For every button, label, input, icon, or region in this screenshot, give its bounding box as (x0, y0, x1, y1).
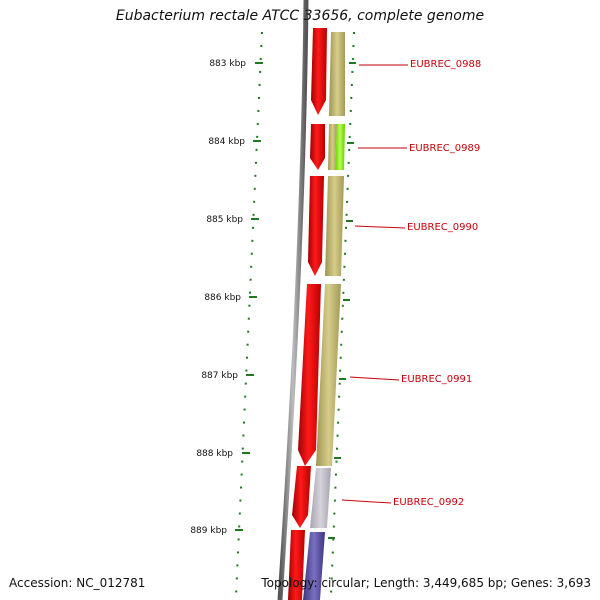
scale-ticks: 883 kbp 884 kbp 885 kbp 886 kbp 887 kbp … (190, 59, 263, 536)
gene-label[interactable]: EUBREC_0991 (349, 374, 472, 385)
gene-label-text: EUBREC_0992 (393, 497, 464, 508)
accession-text: Accession: NC_012781 (9, 576, 146, 590)
backbone-ring (277, 0, 309, 600)
function-track (303, 32, 345, 600)
scale-tick: 885 kbp (206, 215, 259, 225)
tick-label: 887 kbp (201, 371, 238, 381)
cds-track (288, 28, 327, 600)
tick-label: 884 kbp (208, 137, 245, 147)
cds-arrow (310, 124, 325, 170)
cds-arrow (308, 176, 324, 276)
page-title: Eubacterium rectale ATCC 33656, complete… (115, 8, 485, 24)
cds-arrow (288, 530, 305, 600)
function-segment (303, 532, 325, 600)
function-segment (316, 284, 341, 466)
scale-tick: 887 kbp (201, 371, 254, 381)
gene-label-text: EUBREC_0990 (407, 222, 478, 233)
tick-label: 883 kbp (209, 59, 246, 69)
function-segment (329, 32, 345, 116)
gene-label[interactable]: EUBREC_0992 (341, 497, 464, 508)
left-dotted-track (235, 31, 263, 597)
topology-text: Topology: circular; Length: 3,449,685 bp… (261, 576, 591, 590)
gene-label[interactable]: EUBREC_0988 (359, 59, 481, 70)
tick-label: 885 kbp (206, 215, 243, 225)
cds-arrow (298, 284, 321, 466)
function-segment (310, 468, 331, 528)
tick-label: 886 kbp (204, 293, 241, 303)
scale-tick: 884 kbp (208, 137, 261, 147)
gene-label[interactable]: EUBREC_0989 (358, 143, 480, 154)
gene-label-text: EUBREC_0988 (410, 59, 481, 70)
gene-label-text: EUBREC_0991 (401, 374, 472, 385)
scale-tick: 889 kbp (190, 526, 243, 536)
right-markers (328, 62, 356, 539)
scale-tick: 888 kbp (196, 449, 250, 459)
function-segment (335, 124, 345, 170)
tick-label: 888 kbp (196, 449, 233, 459)
tick-label: 889 kbp (190, 526, 227, 536)
scale-tick: 883 kbp (209, 59, 263, 69)
function-segment (328, 124, 337, 170)
gene-label[interactable]: EUBREC_0990 (354, 222, 478, 233)
scale-tick: 886 kbp (204, 293, 257, 303)
gene-labels: EUBREC_0988 EUBREC_0989 EUBREC_0990 EUBR… (341, 59, 481, 508)
cds-arrow (292, 466, 311, 528)
gene-label-text: EUBREC_0989 (409, 143, 480, 154)
function-segment (325, 176, 344, 276)
cds-arrow (311, 28, 327, 115)
